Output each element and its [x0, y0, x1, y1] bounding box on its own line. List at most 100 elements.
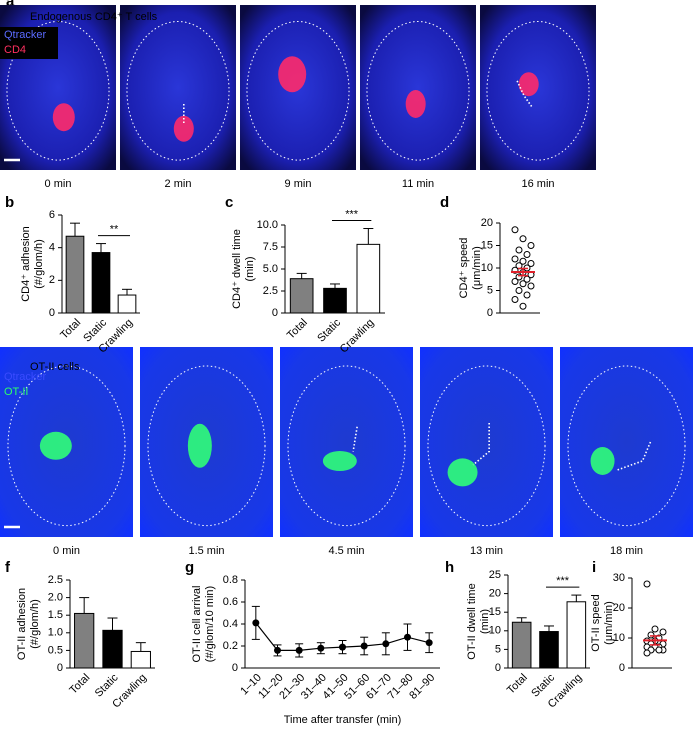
- y-tick-label: 20: [489, 588, 501, 600]
- glomerulus-outline: [6, 21, 110, 161]
- point: [511, 278, 519, 285]
- time-label: 13 min: [470, 545, 503, 557]
- y-axis-label: OT-II speed: [590, 594, 602, 651]
- y-tick-label: 20: [481, 217, 493, 229]
- bar: [323, 287, 347, 314]
- x-tick-label: Total: [67, 672, 92, 697]
- bar: [566, 601, 587, 669]
- bar: [74, 612, 95, 669]
- y-axis-label: (#/glom/h): [29, 599, 41, 649]
- cell: [52, 103, 75, 132]
- panel-label: a: [6, 0, 15, 10]
- micrograph: [420, 347, 553, 537]
- y-tick-label: 10.0: [257, 219, 278, 231]
- channel-label: OT-II: [4, 386, 28, 398]
- y-tick-label: 2: [49, 274, 55, 286]
- y-tick-label: 0: [272, 307, 278, 319]
- panel-label: f: [5, 559, 11, 576]
- y-axis-label: (μm/min): [603, 601, 615, 645]
- y-axis-label: OT-II cell arrival: [191, 585, 203, 662]
- bar: [91, 252, 111, 314]
- point: [511, 255, 519, 263]
- cell: [447, 458, 478, 487]
- y-axis-label: (μm/min): [471, 246, 483, 290]
- y-tick-label: 0: [49, 307, 55, 319]
- micrograph-background: [560, 347, 693, 537]
- x-tick-label: Static: [315, 316, 343, 344]
- image-title: Endogenous CD4⁺ T cells: [30, 11, 158, 23]
- point: [527, 242, 535, 249]
- micrograph: [360, 5, 476, 170]
- y-tick-label: 0.4: [223, 618, 238, 630]
- y-tick-label: 5.0: [263, 263, 278, 275]
- x-tick-label: Total: [505, 672, 530, 697]
- point: [647, 631, 655, 639]
- micrograph: [120, 5, 236, 170]
- cell: [278, 56, 307, 93]
- point: [404, 633, 411, 641]
- y-axis-label: OT-II adhesion: [16, 588, 28, 660]
- point: [511, 296, 519, 303]
- glomerulus-outline: [567, 365, 686, 527]
- bar: [289, 278, 314, 314]
- glomerulus-outline: [147, 365, 266, 527]
- glomerulus-outline: [7, 365, 126, 527]
- y-tick-label: 20: [613, 602, 625, 614]
- micrograph: [480, 5, 596, 170]
- image-title: OT-II cells: [30, 361, 80, 373]
- cell-track: [352, 426, 358, 452]
- x-axis-label: Time after transfer (min): [284, 714, 402, 726]
- time-label: 4.5 min: [328, 545, 364, 557]
- y-tick-label: 1.0: [48, 627, 63, 639]
- panel-label: h: [445, 559, 454, 576]
- point: [643, 649, 651, 657]
- glomerulus-outline: [246, 21, 350, 161]
- y-tick-label: 25: [489, 569, 501, 581]
- micrograph-background: [120, 5, 236, 170]
- point: [519, 302, 527, 310]
- y-tick-label: 2.5: [263, 285, 278, 297]
- micrograph-background: [280, 347, 413, 537]
- x-tick-label: Total: [58, 317, 83, 342]
- point: [295, 646, 303, 654]
- y-tick-label: 6: [49, 209, 55, 221]
- point: [527, 260, 535, 267]
- time-label: 0 min: [53, 545, 80, 557]
- micrograph: [140, 347, 273, 537]
- cell: [187, 423, 212, 468]
- y-tick-label: 0: [619, 662, 625, 674]
- cell: [405, 90, 426, 118]
- y-tick-label: 4: [49, 242, 55, 254]
- time-label: 9 min: [285, 178, 312, 190]
- y-axis-label: CD4⁺ dwell time: [231, 229, 243, 309]
- y-tick-label: 10: [613, 632, 625, 644]
- micrograph-background: [420, 347, 553, 537]
- point: [519, 235, 527, 243]
- bar: [65, 235, 85, 314]
- channel-label: Qtracker: [4, 371, 47, 383]
- time-label: 18 min: [610, 545, 643, 557]
- point: [515, 246, 523, 254]
- cell: [173, 115, 194, 142]
- y-tick-label: 10: [481, 262, 493, 274]
- y-tick-label: 5: [495, 643, 501, 655]
- micrograph: [560, 347, 693, 537]
- panel-label: c: [225, 194, 233, 211]
- cell: [518, 72, 539, 97]
- glomerulus-outline: [486, 21, 590, 161]
- x-tick-label: Total: [285, 317, 310, 342]
- bar: [539, 631, 559, 669]
- point: [382, 640, 390, 648]
- bar: [511, 621, 532, 669]
- y-tick-label: 5: [487, 284, 493, 296]
- time-label: 0 min: [45, 178, 72, 190]
- y-tick-label: 0: [495, 662, 501, 674]
- point: [317, 644, 325, 652]
- cell-track: [472, 423, 490, 466]
- point: [252, 619, 260, 627]
- y-axis-label: (#/glom/10 min): [204, 586, 216, 662]
- y-tick-label: 0.6: [223, 596, 238, 608]
- y-axis-label: CD4⁺ adhesion: [20, 226, 32, 302]
- y-tick-label: 2.5: [48, 574, 63, 586]
- y-axis-label: OT-II dwell time: [466, 583, 478, 659]
